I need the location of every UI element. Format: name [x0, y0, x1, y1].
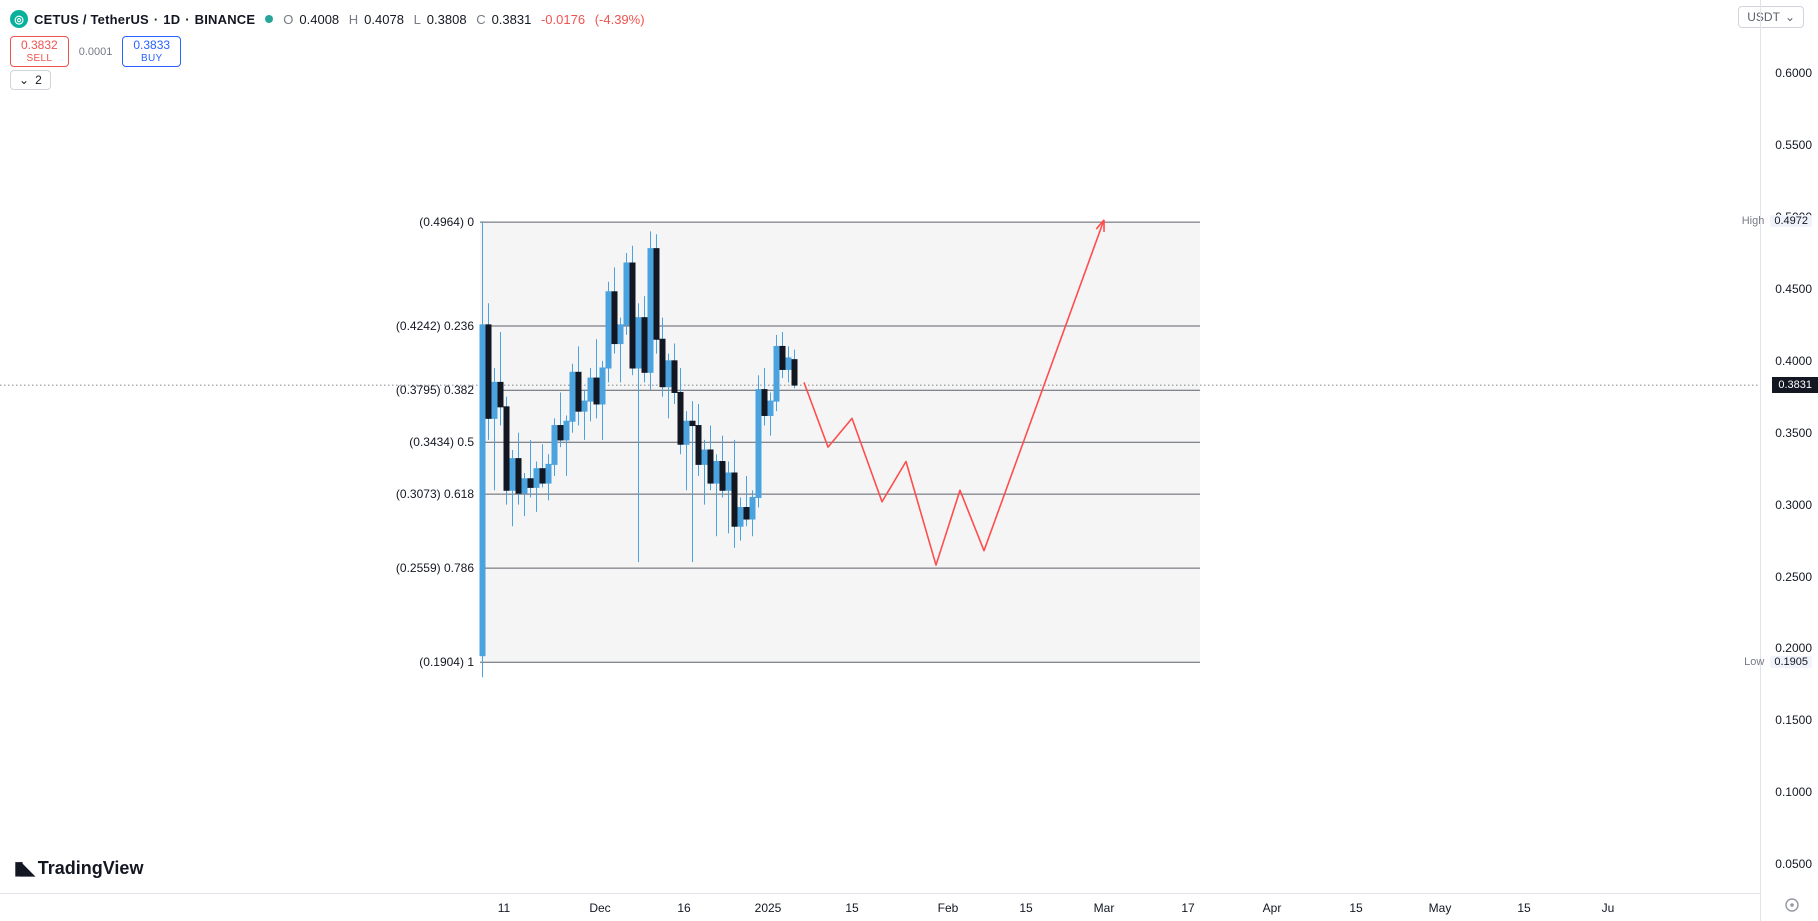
x-tick: 15 [1517, 901, 1530, 915]
logo-icon: ▮◣ [14, 858, 32, 879]
x-tick: 11 [498, 901, 510, 915]
y-tick: 0.5500 [1775, 138, 1812, 152]
x-tick: Apr [1263, 901, 1282, 915]
low-tag: Low0.1905 [1738, 654, 1818, 670]
y-tick: 0.4500 [1775, 282, 1812, 296]
logo-text: TradingView [38, 858, 144, 879]
y-tick: 0.1000 [1775, 785, 1812, 799]
x-axis[interactable]: 11 Dec 16 2025 15 Feb 15 Mar 17 Apr 15 May 15 Ju [0, 893, 1760, 921]
y-tick: 0.1500 [1775, 713, 1812, 727]
high-tag: High0.4972 [1736, 213, 1818, 229]
x-tick: Mar [1094, 901, 1115, 915]
x-tick: 17 [1181, 901, 1194, 915]
x-tick: 16 [677, 901, 690, 915]
x-tick: 2025 [755, 901, 782, 915]
x-tick: 15 [1019, 901, 1032, 915]
y-tick: 0.4000 [1775, 354, 1812, 368]
x-tick: Ju [1602, 901, 1615, 915]
x-tick: Dec [589, 901, 610, 915]
x-tick: 15 [1349, 901, 1362, 915]
y-tick: 0.6000 [1775, 66, 1812, 80]
y-tick: 0.3000 [1775, 498, 1812, 512]
price-chart[interactable] [0, 0, 1760, 921]
y-tick: 0.2500 [1775, 570, 1812, 584]
x-tick: May [1429, 901, 1452, 915]
target-icon[interactable] [1784, 897, 1800, 913]
y-tick: 0.0500 [1775, 857, 1812, 871]
x-tick: 15 [845, 901, 858, 915]
tradingview-logo[interactable]: ▮◣ TradingView [14, 858, 143, 879]
y-axis[interactable]: 0.05000.10000.15000.20000.25000.30000.35… [1760, 0, 1818, 921]
y-tick: 0.3500 [1775, 426, 1812, 440]
x-tick: Feb [938, 901, 959, 915]
current-price-tag: 0.3831 [1772, 377, 1818, 393]
